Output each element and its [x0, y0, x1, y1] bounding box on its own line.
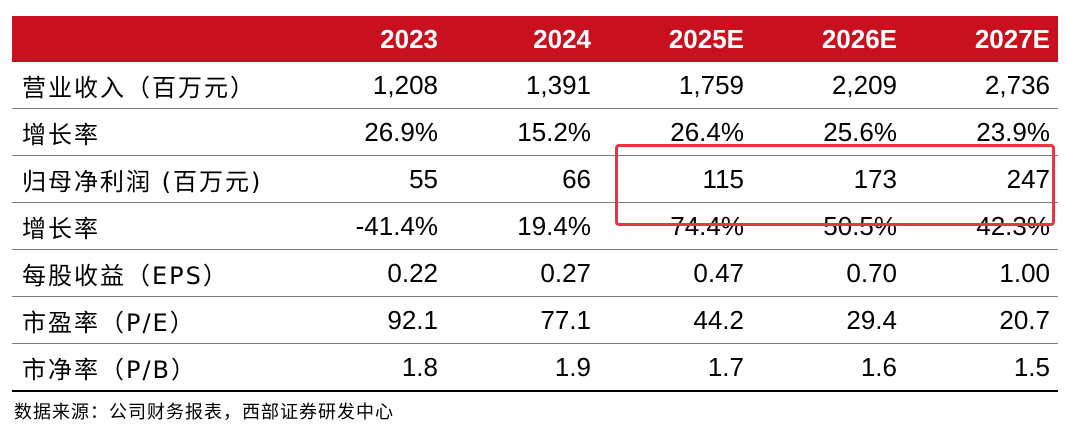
table-cell: 1,208 — [372, 69, 438, 100]
table-row-revenue-growth: 增长率 26.9% 15.2% 26.4% 25.6% 23.9% — [12, 109, 1058, 156]
row-label: 归母净利润 (百万元) — [22, 167, 263, 196]
table-cell: 20.7 — [999, 304, 1050, 335]
table-cell: 1,759 — [678, 69, 744, 100]
table-row-pb: 市净率（P/B） 1.8 1.9 1.7 1.6 1.5 — [12, 344, 1058, 392]
financial-forecast-table: 2023 2024 2025E 2026E 2027E 营业收入（百万元） 1,… — [12, 16, 1058, 392]
table-cell: 0.27 — [540, 257, 591, 288]
row-label: 营业收入（百万元） — [22, 73, 256, 102]
source-note: 数据来源：公司财务报表，西部证券研发中心 — [14, 402, 394, 423]
table-cell: 247 — [1006, 163, 1050, 194]
row-label: 每股收益（EPS） — [22, 261, 229, 290]
table-cell: 173 — [853, 163, 897, 194]
table-cell: 1.8 — [401, 351, 438, 382]
table-cell: 2,736 — [984, 69, 1050, 100]
table-cell: -41.4% — [355, 210, 438, 241]
table-cell: 29.4 — [846, 304, 897, 335]
table-cell: 15.2% — [517, 116, 591, 147]
table-cell: 26.4% — [670, 116, 744, 147]
table-cell: 115 — [702, 163, 744, 194]
table-cell: 50.5% — [823, 210, 897, 241]
header-cell-year: 2023 — [380, 23, 438, 54]
table-cell: 23.9% — [976, 116, 1050, 147]
table-cell: 74.4% — [670, 210, 744, 241]
table-cell: 1,391 — [525, 69, 591, 100]
table-cell: 1.00 — [999, 257, 1050, 288]
header-cell-year: 2026E — [821, 23, 897, 54]
table-row-revenue: 营业收入（百万元） 1,208 1,391 1,759 2,209 2,736 — [12, 62, 1058, 109]
table-cell: 66 — [562, 163, 591, 194]
table-header-row: 2023 2024 2025E 2026E 2027E — [12, 16, 1058, 62]
table-cell: 55 — [409, 163, 438, 194]
row-label: 市净率（P/B） — [22, 355, 198, 384]
table-cell: 42.3% — [976, 210, 1050, 241]
table-cell: 0.47 — [693, 257, 744, 288]
row-label: 市盈率（P/E） — [22, 308, 196, 337]
table-cell: 0.22 — [387, 257, 438, 288]
table-cell: 0.70 — [846, 257, 897, 288]
table-cell: 77.1 — [540, 304, 591, 335]
table-cell: 25.6% — [823, 116, 897, 147]
table-cell: 19.4% — [517, 210, 591, 241]
table-row-net-profit: 归母净利润 (百万元) 55 66 115 173 247 — [12, 156, 1058, 203]
table-row-net-profit-growth: 增长率 -41.4% 19.4% 74.4% 50.5% 42.3% — [12, 203, 1058, 250]
table-cell: 92.1 — [387, 304, 438, 335]
header-cell-year: 2027E — [974, 23, 1050, 54]
header-cell-year: 2025E — [668, 23, 744, 54]
table-cell: 26.9% — [364, 116, 438, 147]
row-label: 增长率 — [22, 214, 100, 243]
table-cell: 44.2 — [693, 304, 744, 335]
header-cell-year: 2024 — [533, 23, 591, 54]
table-row-pe: 市盈率（P/E） 92.1 77.1 44.2 29.4 20.7 — [12, 297, 1058, 344]
table-cell: 1.9 — [554, 351, 591, 382]
table-cell: 1.7 — [707, 351, 744, 382]
table-cell: 1.6 — [860, 351, 897, 382]
table-cell: 1.5 — [1013, 351, 1050, 382]
table-cell: 2,209 — [831, 69, 897, 100]
table-row-eps: 每股收益（EPS） 0.22 0.27 0.47 0.70 1.00 — [12, 250, 1058, 297]
row-label: 增长率 — [22, 120, 100, 149]
